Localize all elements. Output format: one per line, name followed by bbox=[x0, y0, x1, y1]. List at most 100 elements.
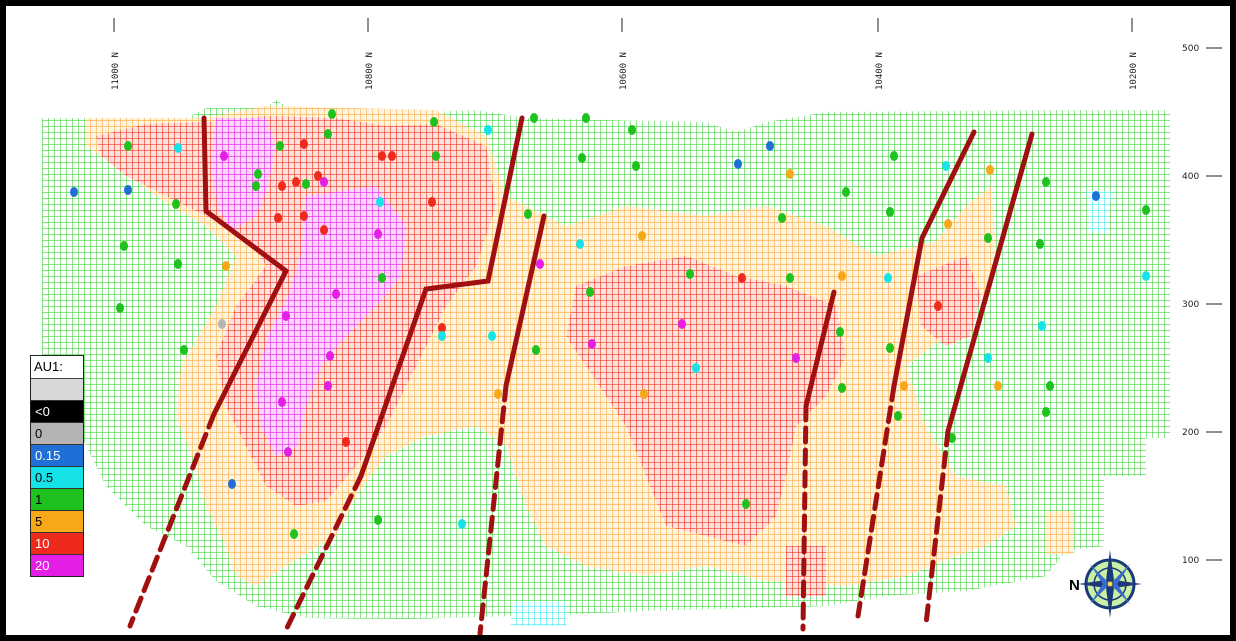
sample-point bbox=[494, 389, 502, 399]
sample-point bbox=[900, 381, 908, 391]
sample-point bbox=[432, 151, 440, 161]
sample-point bbox=[378, 151, 386, 161]
sample-point bbox=[742, 499, 750, 509]
map-frame: 11000 N 10800 N 10600 N 10400 N 10200 N … bbox=[6, 6, 1230, 635]
sample-point bbox=[374, 515, 382, 525]
legend-entry: <0 bbox=[31, 401, 83, 423]
legend-entry: 0 bbox=[31, 423, 83, 445]
fault-line bbox=[923, 428, 951, 627]
elevation-label: 100 bbox=[1182, 556, 1199, 566]
sample-point bbox=[640, 389, 648, 399]
sample-point bbox=[536, 259, 544, 269]
sample-point bbox=[678, 319, 686, 329]
sample-point bbox=[292, 177, 300, 187]
fault-line bbox=[281, 473, 364, 635]
sample-point bbox=[484, 125, 492, 135]
sample-point bbox=[290, 529, 298, 539]
sample-point bbox=[1042, 177, 1050, 187]
sample-point bbox=[1142, 205, 1150, 215]
sample-point bbox=[738, 273, 746, 283]
fault-line bbox=[477, 383, 509, 635]
grade-zone-red bbox=[916, 256, 981, 346]
sample-point bbox=[524, 209, 532, 219]
sample-point bbox=[328, 109, 336, 119]
sample-point bbox=[276, 141, 284, 151]
fault-line bbox=[891, 129, 977, 389]
sample-point bbox=[278, 181, 286, 191]
elevation-label: 300 bbox=[1182, 300, 1199, 310]
sample-point bbox=[838, 383, 846, 393]
sample-point bbox=[886, 343, 894, 353]
sample-point bbox=[792, 353, 800, 363]
elevation-label: 200 bbox=[1182, 428, 1199, 438]
sample-point bbox=[786, 169, 794, 179]
sample-point bbox=[174, 259, 182, 269]
fault-line bbox=[127, 411, 217, 629]
sample-point bbox=[320, 177, 328, 187]
sample-point bbox=[944, 219, 952, 229]
sample-point bbox=[300, 139, 308, 149]
sample-point bbox=[180, 345, 188, 355]
sample-point bbox=[252, 181, 260, 191]
grade-zone-red bbox=[566, 256, 846, 546]
sample-point bbox=[692, 363, 700, 373]
sample-point bbox=[884, 273, 892, 283]
sample-point bbox=[302, 179, 310, 189]
sample-point bbox=[278, 397, 286, 407]
fault-line bbox=[945, 131, 1035, 434]
sample-point bbox=[218, 319, 226, 329]
sample-point bbox=[1046, 381, 1054, 391]
northing-label: 10800 N bbox=[365, 52, 375, 90]
sample-point bbox=[374, 229, 382, 239]
fault-line bbox=[503, 213, 547, 389]
sample-points bbox=[70, 109, 1150, 539]
sample-point bbox=[314, 171, 322, 181]
sample-point bbox=[578, 153, 586, 163]
sample-point bbox=[1092, 191, 1100, 201]
sample-point bbox=[890, 151, 898, 161]
fault-line bbox=[803, 289, 837, 409]
sample-point bbox=[174, 143, 182, 153]
fault-line bbox=[358, 115, 525, 479]
sample-point bbox=[254, 169, 262, 179]
sample-point bbox=[894, 411, 902, 421]
elevation-label: 500 bbox=[1182, 44, 1199, 54]
sample-point bbox=[116, 303, 124, 313]
sample-point bbox=[320, 225, 328, 235]
sample-point bbox=[586, 287, 594, 297]
cross-section-map: 11000 N 10800 N 10600 N 10400 N 10200 N … bbox=[42, 18, 1222, 635]
northing-label: 11000 N bbox=[111, 52, 121, 90]
sample-point bbox=[842, 187, 850, 197]
sample-point bbox=[428, 197, 436, 207]
sample-point bbox=[1038, 321, 1046, 331]
legend-title: AU1: bbox=[31, 356, 83, 379]
grade-zone-cyan bbox=[511, 601, 566, 626]
sample-point bbox=[438, 323, 446, 333]
legend-entry: 0.5 bbox=[31, 467, 83, 489]
sample-point bbox=[326, 351, 334, 361]
sample-point bbox=[324, 381, 332, 391]
legend-entry: 10 bbox=[31, 533, 83, 555]
sample-point bbox=[342, 437, 350, 447]
sample-point bbox=[994, 381, 1002, 391]
sample-point bbox=[220, 151, 228, 161]
northing-label: 10400 N bbox=[875, 52, 885, 90]
elevation-axis: 500 400 300 200 100 bbox=[1182, 44, 1222, 566]
sample-point bbox=[582, 113, 590, 123]
sample-point bbox=[886, 207, 894, 217]
sample-point bbox=[70, 187, 78, 197]
sample-point bbox=[778, 213, 786, 223]
sample-point bbox=[120, 241, 128, 251]
sample-point bbox=[942, 161, 950, 171]
fault-line bbox=[800, 403, 809, 632]
sample-point bbox=[576, 239, 584, 249]
fault-lines bbox=[127, 115, 1035, 635]
sample-point bbox=[1042, 407, 1050, 417]
sample-point bbox=[766, 141, 774, 151]
sample-point bbox=[934, 301, 942, 311]
sample-point bbox=[172, 199, 180, 209]
northing-axis: 11000 N 10800 N 10600 N 10400 N 10200 N bbox=[111, 18, 1139, 90]
sample-point bbox=[532, 345, 540, 355]
sample-point bbox=[378, 273, 386, 283]
sample-point bbox=[324, 129, 332, 139]
